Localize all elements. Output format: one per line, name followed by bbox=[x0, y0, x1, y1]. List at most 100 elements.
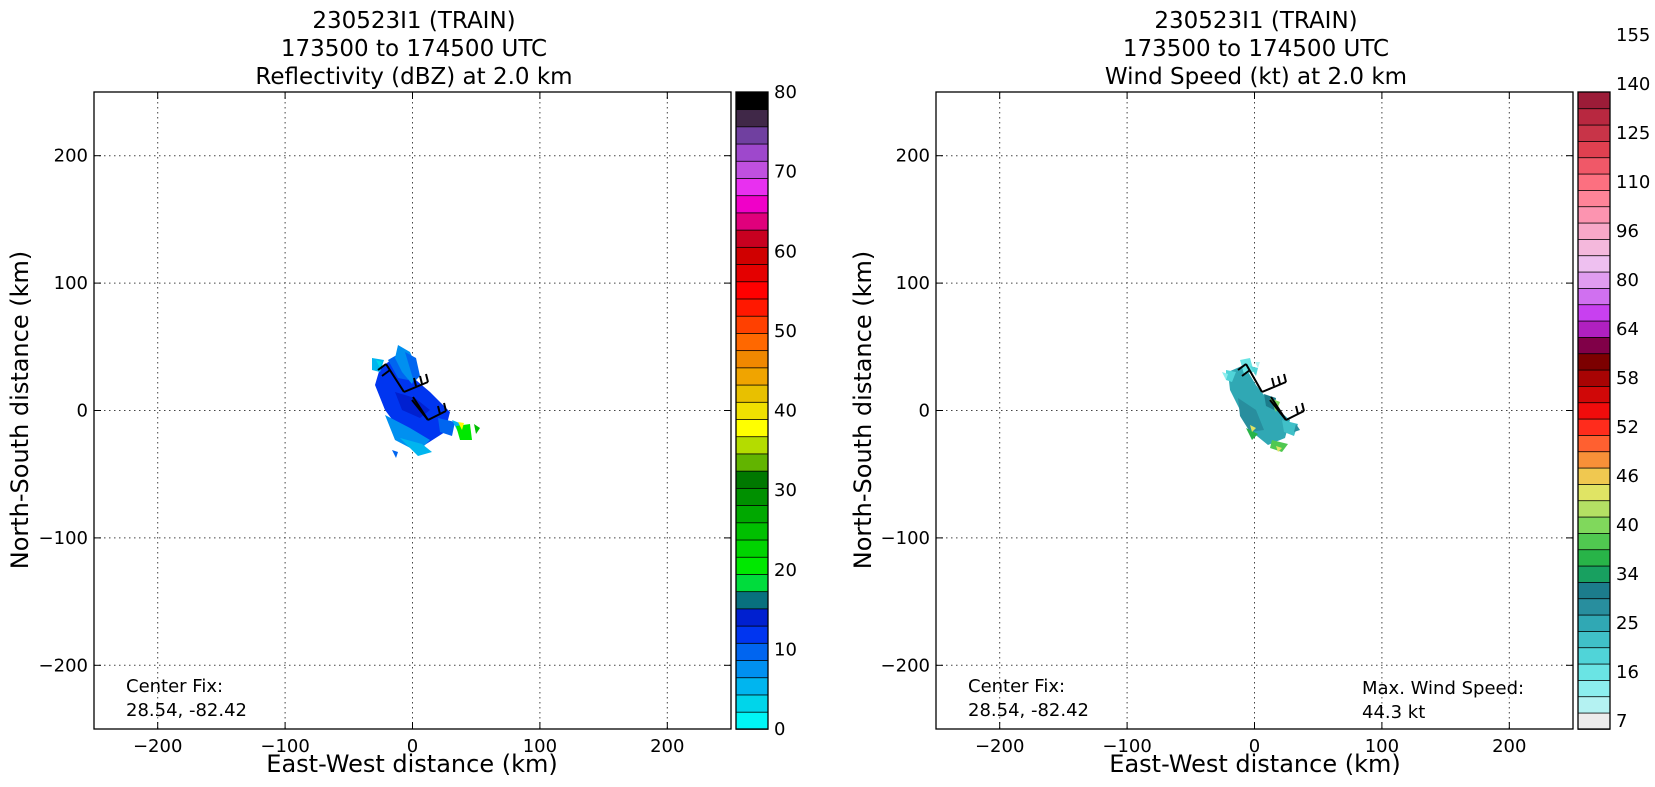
wind-colorbar-bin-8 bbox=[1577, 581, 1611, 600]
reflectivity-colorbar-bin-30 bbox=[735, 194, 769, 214]
reflectivity-colorbar-bin-33 bbox=[735, 143, 769, 162]
wind-colorbar-bin-13 bbox=[1577, 499, 1611, 518]
wind-center-fix-value: 28.54, -82.42 bbox=[968, 700, 1089, 721]
wind-y-tick-label-2: 0 bbox=[919, 401, 930, 422]
wind-colorbar: 7 16 25 34 40 46 52 58 64 80 96 110 125 140 155 bbox=[1577, 25, 1650, 732]
wind-colorbar-bin-21 bbox=[1577, 369, 1611, 387]
wind-colorbar-bin-4 bbox=[1577, 646, 1611, 665]
reflectivity-colorbar-bin-35 bbox=[735, 108, 769, 128]
reflectivity-title-line-1: 230523I1 (TRAIN) bbox=[312, 8, 515, 34]
max-wind-speed-label: Max. Wind Speed: bbox=[1362, 678, 1524, 699]
wind-y-tick-label-0: −200 bbox=[881, 655, 930, 676]
reflectivity-colorbar-bin-23 bbox=[735, 315, 769, 334]
reflectivity-colorbar-bin-3 bbox=[735, 659, 769, 679]
wind-colorbar-bin-37 bbox=[1577, 107, 1611, 126]
reflectivity-y-tick-label-0: −200 bbox=[39, 655, 88, 676]
wind-colorbar-tick-label-9: 80 bbox=[1616, 270, 1639, 291]
reflectivity-colorbar-bin-18 bbox=[735, 401, 769, 420]
reflectivity-y-tick-label-3: 100 bbox=[54, 273, 88, 294]
wind-colorbar-bin-17 bbox=[1577, 434, 1611, 453]
wind-colorbar-bin-27 bbox=[1577, 271, 1611, 289]
wind-colorbar-bin-2 bbox=[1577, 679, 1611, 698]
reflectivity-x-tick-label-3: 100 bbox=[523, 736, 557, 757]
wind-colorbar-bin-28 bbox=[1577, 254, 1611, 273]
reflectivity-echo-field bbox=[372, 345, 480, 458]
wind-title-line-1: 230523I1 (TRAIN) bbox=[1154, 8, 1357, 34]
reflectivity-colorbar-bin-22 bbox=[735, 332, 769, 352]
reflectivity-colorbar-bin-36 bbox=[735, 91, 769, 111]
reflectivity-colorbar-bin-26 bbox=[735, 263, 769, 283]
wind-y-ticks: −200 −100 0 100 200 bbox=[881, 146, 1573, 676]
wind-colorbar-bin-3 bbox=[1577, 663, 1611, 681]
wind-colorbar-bin-10 bbox=[1577, 548, 1611, 567]
reflectivity-colorbar-tick-label-6: 60 bbox=[774, 241, 797, 262]
wind-x-tick-label-4: 200 bbox=[1492, 736, 1526, 757]
reflectivity-y-tick-label-4: 200 bbox=[54, 146, 88, 167]
wind-colorbar-frame bbox=[1577, 91, 1611, 730]
reflectivity-colorbar-tick-label-5: 50 bbox=[774, 321, 797, 342]
reflectivity-x-tick-label-2: 0 bbox=[407, 736, 418, 757]
wind-colorbar-tick-label-1: 16 bbox=[1616, 662, 1639, 683]
reflectivity-colorbar-bin-0 bbox=[735, 711, 769, 730]
wind-colorbar-bin-35 bbox=[1577, 140, 1611, 159]
reflectivity-colorbar-bin-31 bbox=[735, 177, 769, 197]
wind-colorbar-bin-5 bbox=[1577, 630, 1611, 649]
wind-colorbar-bin-14 bbox=[1577, 483, 1611, 502]
reflectivity-colorbar-bin-9 bbox=[735, 556, 769, 575]
reflectivity-colorbar-bin-16 bbox=[735, 435, 769, 455]
reflectivity-colorbar-bin-21 bbox=[735, 349, 769, 369]
reflectivity-colorbar-tick-label-2: 20 bbox=[774, 560, 797, 581]
wind-colorbar-bin-24 bbox=[1577, 320, 1611, 338]
reflectivity-colorbar-bin-32 bbox=[735, 160, 769, 179]
wind-colorbar-bin-0 bbox=[1577, 712, 1611, 730]
wind-colorbar-bin-18 bbox=[1577, 418, 1611, 436]
wind-colorbar-tick-label-0: 7 bbox=[1616, 711, 1627, 732]
reflectivity-colorbar-bin-1 bbox=[735, 694, 769, 713]
reflectivity-colorbar-bin-28 bbox=[735, 229, 769, 248]
wind-gridlines bbox=[936, 92, 1573, 729]
reflectivity-x-axis-label: East-West distance (km) bbox=[266, 750, 557, 778]
reflectivity-colorbar-bin-8 bbox=[735, 573, 769, 593]
reflectivity-colorbar-tick-label-3: 30 bbox=[774, 480, 797, 501]
wind-colorbar-bin-12 bbox=[1577, 516, 1611, 534]
wind-colorbar-bin-32 bbox=[1577, 189, 1611, 208]
wind-colorbar-bin-29 bbox=[1577, 238, 1611, 257]
wind-y-tick-label-3: 100 bbox=[896, 273, 930, 294]
wind-colorbar-tick-label-10: 96 bbox=[1616, 221, 1639, 242]
wind-colorbar-bin-1 bbox=[1577, 695, 1611, 714]
reflectivity-colorbar-bin-10 bbox=[735, 539, 769, 558]
wind-colorbar-tick-label-14: 155 bbox=[1616, 25, 1650, 46]
wind-colorbar-tick-label-4: 40 bbox=[1616, 515, 1639, 536]
wind-y-tick-label-4: 200 bbox=[896, 146, 930, 167]
reflectivity-x-tick-label-0: −200 bbox=[133, 736, 182, 757]
wind-colorbar-bin-30 bbox=[1577, 222, 1611, 240]
wind-x-tick-label-3: 100 bbox=[1365, 736, 1399, 757]
reflectivity-colorbar-bin-14 bbox=[735, 470, 769, 489]
reflectivity-x-ticks: −200 −100 0 100 200 bbox=[133, 92, 684, 757]
reflectivity-colorbar-bin-29 bbox=[735, 212, 769, 231]
wind-colorbar-bin-15 bbox=[1577, 467, 1611, 485]
reflectivity-colorbar-bin-4 bbox=[735, 642, 769, 661]
wind-colorbar-tick-label-3: 34 bbox=[1616, 564, 1639, 585]
reflectivity-colorbar-frame bbox=[735, 91, 769, 730]
reflectivity-colorbar-tick-label-1: 10 bbox=[774, 639, 797, 660]
wind-speed-wind-barbs bbox=[1237, 363, 1305, 421]
wind-colorbar-bin-33 bbox=[1577, 173, 1611, 191]
reflectivity-colorbar-tick-label-7: 70 bbox=[774, 162, 797, 183]
wind-colorbar-tick-label-13: 140 bbox=[1616, 74, 1650, 95]
reflectivity-panel: 230523I1 (TRAIN) 173500 to 174500 UTC Re… bbox=[6, 8, 797, 778]
wind-title-line-2: 173500 to 174500 UTC bbox=[1123, 36, 1389, 62]
reflectivity-title-line-2: 173500 to 174500 UTC bbox=[281, 36, 547, 62]
wind-speed-panel: 230523I1 (TRAIN) 173500 to 174500 UTC Wi… bbox=[849, 8, 1650, 778]
reflectivity-colorbar-bin-5 bbox=[735, 625, 769, 644]
wind-colorbar-bin-38 bbox=[1577, 91, 1611, 110]
reflectivity-title-line-3: Reflectivity (dBZ) at 2.0 km bbox=[255, 64, 572, 90]
reflectivity-center-fix-label: Center Fix: bbox=[126, 676, 223, 697]
reflectivity-colorbar-bin-2 bbox=[735, 676, 769, 696]
wind-colorbar-bin-26 bbox=[1577, 287, 1611, 306]
wind-colorbar-bin-36 bbox=[1577, 124, 1611, 142]
reflectivity-x-tick-label-4: 200 bbox=[650, 736, 684, 757]
reflectivity-colorbar-bin-12 bbox=[735, 504, 769, 524]
wind-speed-field bbox=[1222, 358, 1300, 452]
